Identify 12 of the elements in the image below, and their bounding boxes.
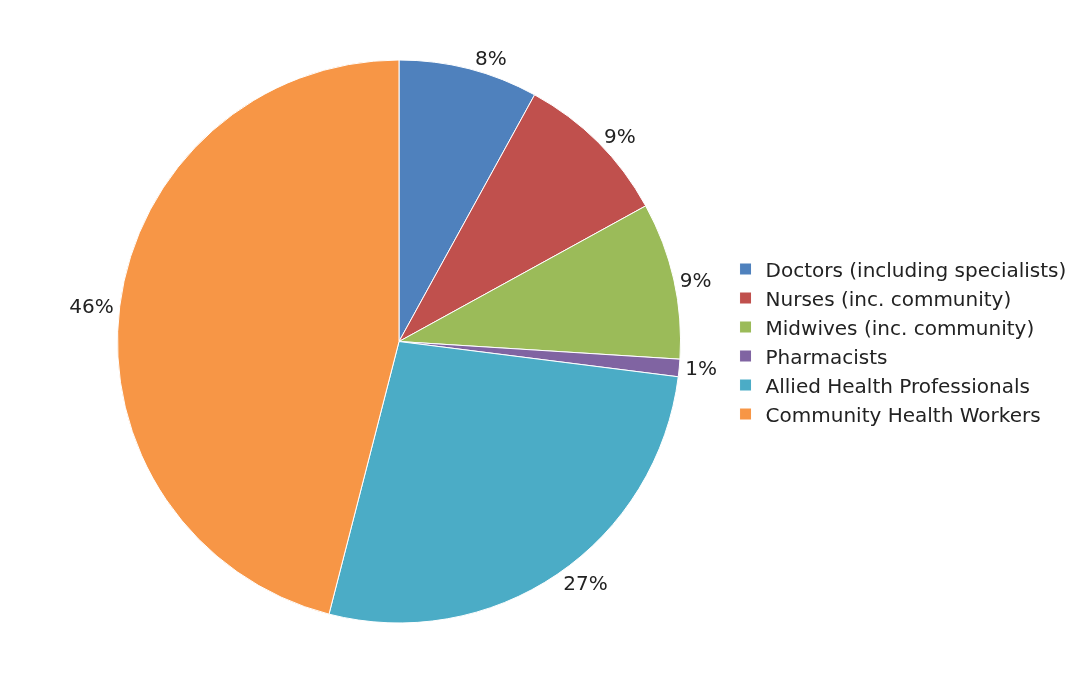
legend-label: Pharmacists (765, 344, 888, 369)
data-label: 1% (685, 356, 717, 381)
data-label: 9% (679, 267, 712, 292)
data-label: 27% (563, 570, 608, 595)
data-label: 46% (69, 294, 114, 319)
legend-label: Nurses (inc. community) (765, 286, 1012, 311)
data-label: 8% (475, 45, 507, 70)
legend-label: Doctors (including specialists) (765, 257, 1067, 282)
data-label: 9% (604, 124, 636, 149)
legend-label: Allied Health Professionals (765, 373, 1030, 398)
legend-label: Midwives (inc. community) (765, 315, 1035, 340)
legend-label: Community Health Workers (765, 402, 1041, 427)
